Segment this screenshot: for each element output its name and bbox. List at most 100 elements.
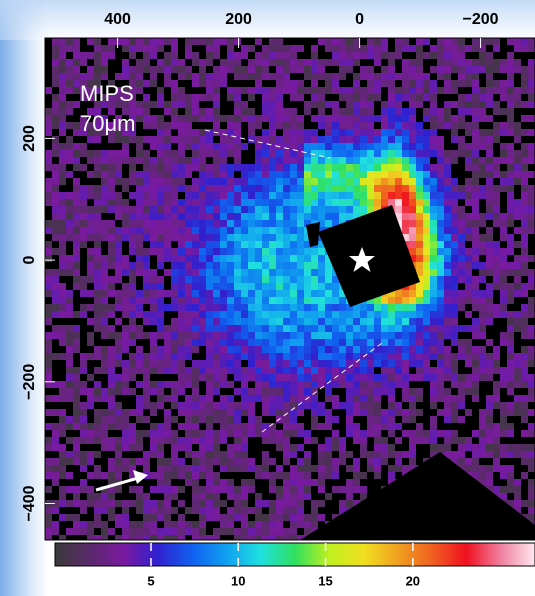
image-pixel (143, 38, 150, 45)
image-pixel (374, 304, 381, 311)
image-pixel (262, 304, 269, 311)
image-pixel (430, 318, 437, 325)
image-pixel (297, 346, 304, 353)
image-pixel (528, 80, 535, 87)
image-pixel (45, 276, 52, 283)
image-pixel (346, 185, 353, 192)
image-pixel (416, 199, 423, 206)
image-pixel (143, 297, 150, 304)
image-pixel (80, 192, 87, 199)
image-pixel (87, 353, 94, 360)
image-pixel (108, 423, 115, 430)
image-pixel (444, 353, 451, 360)
image-pixel (206, 80, 213, 87)
image-pixel (122, 528, 129, 535)
image-pixel (115, 227, 122, 234)
image-pixel (465, 59, 472, 66)
image-pixel (318, 381, 325, 388)
image-pixel (59, 192, 66, 199)
image-pixel (479, 143, 486, 150)
image-pixel (136, 402, 143, 409)
image-pixel (521, 199, 528, 206)
image-pixel (178, 164, 185, 171)
image-pixel (514, 199, 521, 206)
image-pixel (157, 227, 164, 234)
image-pixel (192, 220, 199, 227)
image-pixel (521, 472, 528, 479)
image-pixel (521, 45, 528, 52)
image-pixel (248, 234, 255, 241)
image-pixel (290, 311, 297, 318)
image-pixel (318, 59, 325, 66)
image-pixel (269, 479, 276, 486)
image-pixel (423, 318, 430, 325)
image-pixel (276, 255, 283, 262)
image-pixel (276, 360, 283, 367)
image-pixel (115, 297, 122, 304)
image-pixel (157, 241, 164, 248)
image-pixel (164, 458, 171, 465)
image-pixel (241, 332, 248, 339)
image-pixel (171, 395, 178, 402)
image-pixel (192, 325, 199, 332)
image-pixel (367, 360, 374, 367)
image-pixel (276, 395, 283, 402)
image-pixel (59, 45, 66, 52)
image-pixel (171, 346, 178, 353)
image-pixel (213, 234, 220, 241)
image-pixel (94, 192, 101, 199)
image-pixel (430, 255, 437, 262)
image-pixel (129, 444, 136, 451)
image-pixel (367, 388, 374, 395)
image-pixel (150, 486, 157, 493)
image-pixel (150, 332, 157, 339)
image-pixel (409, 332, 416, 339)
image-pixel (332, 402, 339, 409)
image-pixel (367, 164, 374, 171)
image-pixel (318, 262, 325, 269)
image-pixel (178, 143, 185, 150)
image-pixel (248, 409, 255, 416)
image-pixel (332, 199, 339, 206)
image-pixel (87, 213, 94, 220)
image-pixel (108, 164, 115, 171)
image-pixel (185, 444, 192, 451)
image-pixel (52, 178, 59, 185)
image-pixel (262, 164, 269, 171)
image-pixel (101, 255, 108, 262)
image-pixel (528, 59, 535, 66)
image-pixel (157, 213, 164, 220)
image-pixel (346, 136, 353, 143)
image-pixel (157, 367, 164, 374)
image-pixel (360, 388, 367, 395)
image-pixel (339, 437, 346, 444)
image-pixel (192, 248, 199, 255)
image-pixel (213, 192, 220, 199)
image-pixel (346, 213, 353, 220)
image-pixel (122, 220, 129, 227)
image-pixel (437, 283, 444, 290)
image-pixel (157, 472, 164, 479)
image-pixel (115, 339, 122, 346)
image-pixel (493, 360, 500, 367)
image-pixel (290, 241, 297, 248)
image-pixel (192, 521, 199, 528)
image-pixel (59, 157, 66, 164)
image-pixel (199, 297, 206, 304)
image-pixel (276, 108, 283, 115)
image-pixel (346, 486, 353, 493)
image-pixel (269, 108, 276, 115)
image-pixel (136, 332, 143, 339)
image-pixel (353, 409, 360, 416)
image-pixel (192, 507, 199, 514)
image-pixel (479, 192, 486, 199)
image-pixel (52, 101, 59, 108)
image-pixel (465, 325, 472, 332)
image-pixel (143, 290, 150, 297)
image-pixel (486, 374, 493, 381)
image-pixel (255, 122, 262, 129)
image-pixel (290, 479, 297, 486)
image-pixel (325, 451, 332, 458)
image-pixel (94, 234, 101, 241)
image-pixel (276, 234, 283, 241)
